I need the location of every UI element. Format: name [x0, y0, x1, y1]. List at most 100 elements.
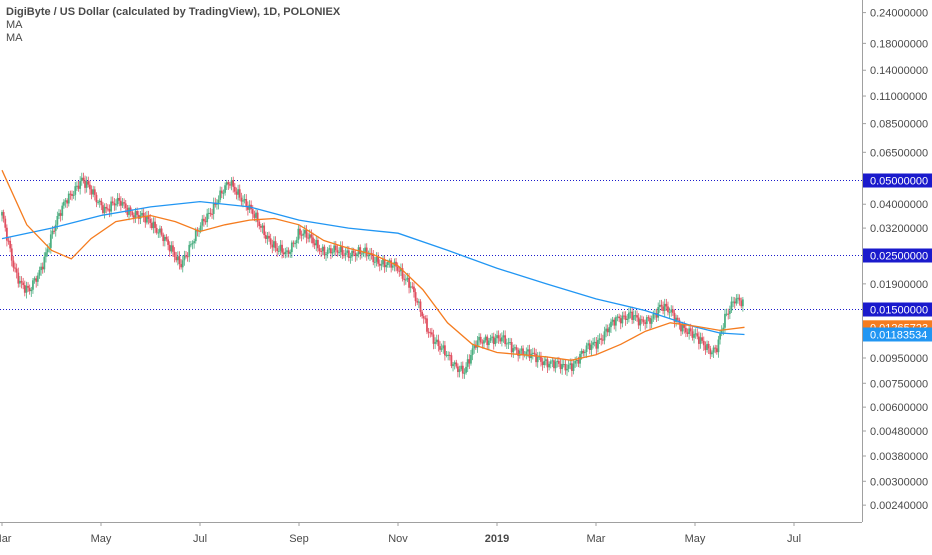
candle-body[interactable] [514, 347, 516, 349]
candle-body[interactable] [582, 350, 585, 354]
candle-body[interactable] [696, 333, 699, 337]
candle-body[interactable] [554, 361, 557, 369]
candle-body[interactable] [439, 346, 441, 350]
candle-body[interactable] [53, 230, 56, 232]
candle-body[interactable] [500, 337, 503, 342]
candle-body[interactable] [709, 348, 712, 355]
candle-body[interactable] [173, 251, 176, 257]
candle-body[interactable] [481, 342, 484, 344]
candle-body[interactable] [584, 352, 586, 354]
candle-body[interactable] [89, 184, 91, 190]
candle-body[interactable] [59, 213, 62, 216]
candle-body[interactable] [22, 282, 25, 286]
candle-body[interactable] [544, 359, 547, 361]
candle-body[interactable] [457, 366, 459, 373]
candle-body[interactable] [645, 317, 648, 324]
candle-body[interactable] [149, 219, 152, 223]
candle-body[interactable] [172, 245, 174, 252]
candle-body[interactable] [496, 335, 498, 339]
candle-body[interactable] [246, 206, 249, 210]
candle-body[interactable] [15, 268, 18, 273]
candle-body[interactable] [473, 345, 476, 349]
candle-body[interactable] [159, 228, 161, 233]
candle-body[interactable] [315, 239, 318, 246]
candle-body[interactable] [56, 215, 59, 225]
candle-body[interactable] [714, 347, 717, 349]
candle-body[interactable] [647, 317, 650, 319]
candle-body[interactable] [160, 228, 163, 235]
candle-body[interactable] [230, 180, 233, 186]
candle-body[interactable] [571, 363, 573, 371]
candle-body[interactable] [305, 230, 308, 238]
candle-body[interactable] [235, 191, 238, 195]
candle-body[interactable] [349, 256, 352, 258]
candle-body[interactable] [525, 351, 528, 355]
candle-body[interactable] [100, 200, 103, 206]
candle-body[interactable] [284, 251, 287, 255]
candle-body[interactable] [136, 211, 139, 215]
candle-body[interactable] [624, 315, 627, 320]
candle-body[interactable] [641, 319, 643, 321]
candle-body[interactable] [318, 248, 321, 251]
candle-body[interactable] [51, 230, 54, 235]
candle-body[interactable] [605, 328, 607, 332]
candle-body[interactable] [185, 255, 187, 257]
candle-body[interactable] [178, 256, 181, 265]
candle-body[interactable] [486, 336, 489, 346]
candle-body[interactable] [334, 245, 337, 251]
candle-body[interactable] [413, 286, 415, 293]
candle-body[interactable] [616, 316, 619, 318]
candle-body[interactable] [97, 202, 99, 204]
candle-body[interactable] [613, 319, 616, 326]
candle-body[interactable] [330, 248, 332, 254]
candle-body[interactable] [717, 339, 720, 353]
candle-body[interactable] [90, 189, 93, 195]
candle-body[interactable] [494, 338, 497, 345]
candle-body[interactable] [181, 260, 184, 268]
candle-body[interactable] [372, 255, 375, 263]
candle-body[interactable] [448, 354, 451, 356]
candle-body[interactable] [93, 189, 96, 195]
candle-body[interactable] [725, 313, 728, 315]
candle-body[interactable] [375, 256, 378, 262]
candle-body[interactable] [614, 317, 617, 326]
candle-body[interactable] [528, 349, 531, 359]
candle-body[interactable] [450, 355, 453, 367]
candle-body[interactable] [346, 250, 349, 253]
candle-body[interactable] [574, 360, 577, 364]
candle-body[interactable] [691, 331, 694, 338]
ma-fast-line[interactable] [1, 169, 745, 361]
candle-body[interactable] [619, 318, 622, 324]
candle-body[interactable] [580, 350, 583, 354]
candle-body[interactable] [509, 342, 511, 344]
candle-body[interactable] [23, 285, 26, 293]
candle-body[interactable] [577, 360, 580, 364]
candle-body[interactable] [553, 360, 555, 369]
candle-body[interactable] [85, 181, 88, 188]
candle-body[interactable] [443, 345, 446, 356]
candle-body[interactable] [453, 362, 456, 365]
candle-body[interactable] [712, 347, 715, 353]
candle-body[interactable] [269, 238, 272, 245]
candle-body[interactable] [12, 260, 15, 268]
candle-body[interactable] [733, 301, 736, 304]
candle-body[interactable] [502, 335, 505, 338]
candle-body[interactable] [155, 227, 158, 233]
candle-body[interactable] [354, 252, 357, 257]
candle-body[interactable] [286, 250, 288, 252]
candle-body[interactable] [191, 243, 194, 245]
candle-body[interactable] [261, 225, 264, 228]
candle-body[interactable] [253, 214, 256, 218]
candle-body[interactable] [277, 250, 280, 252]
candle-body[interactable] [331, 252, 334, 254]
candle-body[interactable] [435, 339, 438, 343]
candle-body[interactable] [642, 319, 645, 323]
legend-ma-2[interactable]: MA [6, 32, 23, 44]
candle-body[interactable] [199, 225, 202, 231]
candle-body[interactable] [400, 268, 402, 272]
candle-body[interactable] [188, 244, 191, 257]
candle-body[interactable] [707, 343, 710, 349]
candle-body[interactable] [608, 327, 611, 333]
candle-body[interactable] [243, 199, 246, 201]
